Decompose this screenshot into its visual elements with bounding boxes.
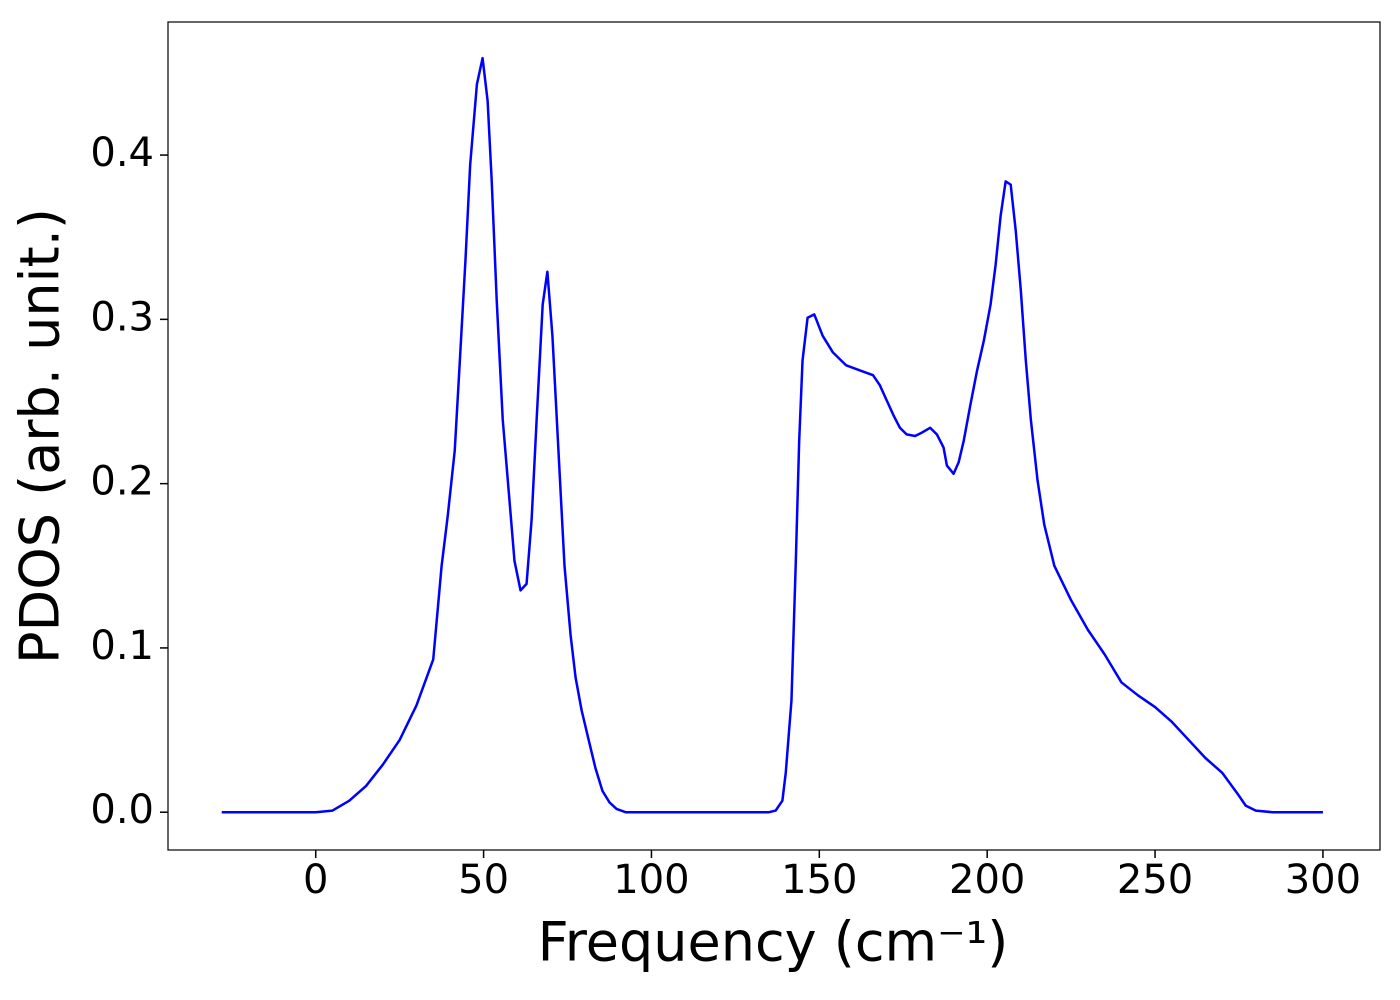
y-axis-label: PDOS (arb. unit.) <box>9 208 72 664</box>
data-line <box>221 56 1323 814</box>
plot-frame <box>167 21 1381 851</box>
y-tick-label: 0.4 <box>90 130 154 176</box>
x-tick-label: 150 <box>781 857 857 903</box>
y-tick-label: 0.1 <box>90 623 154 669</box>
x-tick-label: 200 <box>949 857 1025 903</box>
x-tick-label: 300 <box>1285 857 1361 903</box>
y-tick-label: 0.2 <box>90 459 154 505</box>
y-tick-label: 0.0 <box>90 787 154 833</box>
x-tick-label: 100 <box>613 857 689 903</box>
x-axis-label: Frequency (cm⁻¹) <box>538 911 1009 974</box>
x-tick-label: 250 <box>1117 857 1193 903</box>
x-tick-label: 0 <box>303 857 328 903</box>
y-tick-label: 0.3 <box>90 294 154 340</box>
x-tick-label: 50 <box>458 857 509 903</box>
